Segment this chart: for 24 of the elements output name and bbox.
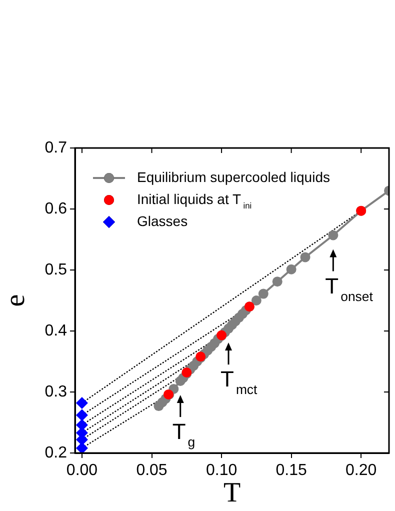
y-tick-label: 0.5	[44, 261, 68, 278]
y-axis-title: e	[0, 294, 32, 307]
y-tick-label: 0.6	[44, 200, 68, 218]
y-tick-label: 0.3	[44, 383, 68, 400]
point	[272, 276, 282, 287]
point	[76, 409, 88, 422]
x-tick-label: 0.00	[66, 462, 98, 480]
point	[76, 396, 88, 409]
x-tick-label: 0.05	[136, 462, 168, 480]
x-tick-label: 0.20	[346, 462, 377, 480]
point	[300, 252, 310, 262]
legend-label: Glasses	[137, 212, 188, 229]
legend-label: Equilibrium supercooled liquids	[137, 168, 330, 185]
x-axis-title: T	[223, 478, 241, 509]
y-tick-label: 0.7	[44, 139, 68, 156]
x-tick-label: 0.15	[276, 462, 307, 480]
y-tick-label: 0.2	[44, 444, 68, 462]
x-tick-label: 0.10	[206, 462, 238, 480]
point	[328, 230, 338, 240]
point	[76, 442, 88, 453]
y-tick-label: 0.4	[44, 322, 68, 340]
point	[258, 288, 268, 299]
point	[286, 264, 296, 274]
point	[251, 296, 262, 306]
